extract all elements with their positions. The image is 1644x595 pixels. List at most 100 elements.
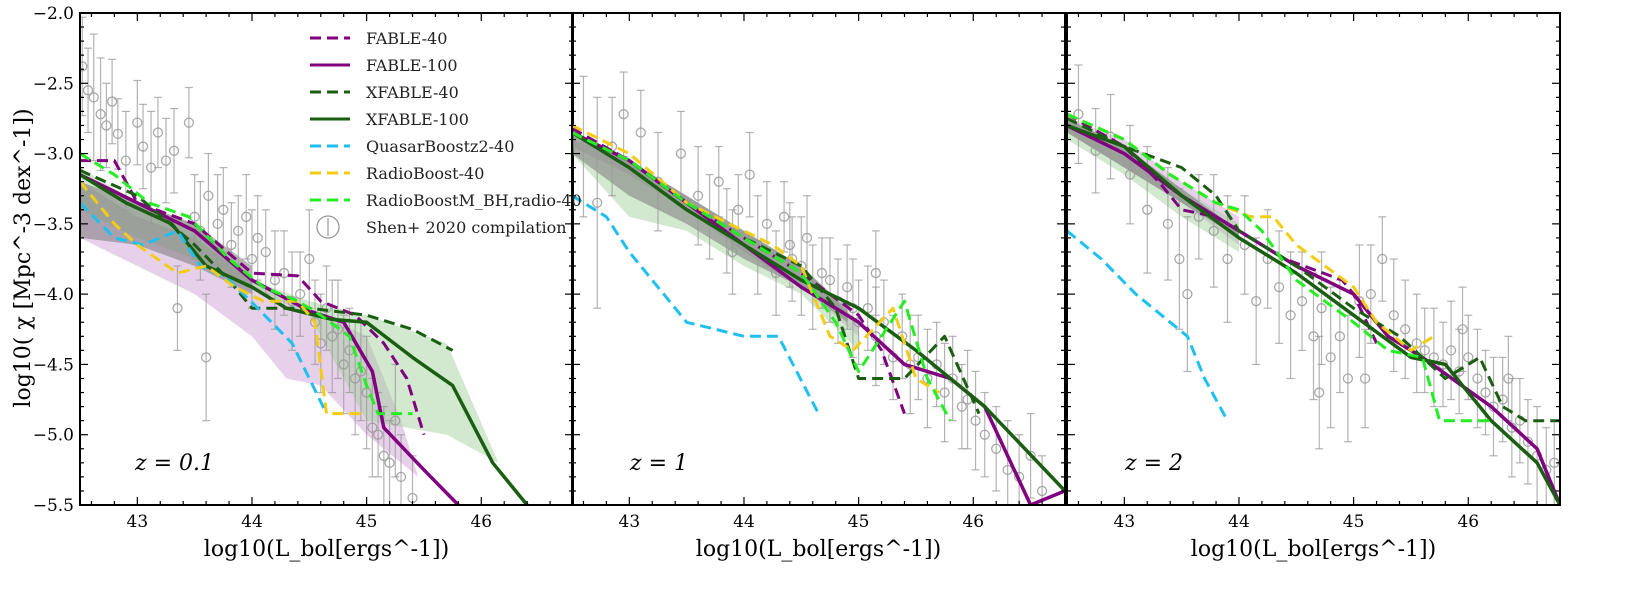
series-line-xfable-40 [1067, 117, 1560, 423]
observation-point [939, 342, 950, 443]
legend-label: XFABLE-40 [366, 83, 459, 102]
observation-point [203, 152, 214, 239]
series-line-xfable-100 [1067, 123, 1560, 505]
observation-point [160, 117, 172, 204]
observation-point [80, 16, 88, 117]
observation-point [1342, 314, 1354, 443]
panels: 43 44 45 46 −2.0 −2.5 −3.0 −3.5 −4.0 −4.5 −5.0 −5.5… [33, 4, 1561, 562]
x-axis-title: log10(L_bol[ergs^-1]) [1191, 537, 1436, 562]
observation-point [82, 47, 94, 134]
x-tick-label: 46 [962, 512, 984, 532]
observation-point [1124, 124, 1136, 225]
x-tick-label: 45 [848, 512, 870, 532]
panel-frame [1066, 12, 1561, 506]
observation-point [1002, 420, 1013, 505]
legend-entry: XFABLE-40 [310, 83, 459, 102]
observation-point [1316, 251, 1327, 366]
observation-point [321, 265, 332, 351]
observation-point [132, 79, 143, 166]
observation-point [1314, 335, 1325, 450]
x-tick-label: 45 [1343, 512, 1365, 532]
observation-point [592, 96, 603, 309]
observation-point [1503, 335, 1514, 422]
observation-point [212, 174, 223, 274]
x-tick-label: 46 [470, 512, 492, 532]
observation-point [1377, 216, 1388, 302]
legend-entry: Shen+ 2020 compilation [316, 215, 567, 239]
x-tick-label: 43 [619, 512, 641, 532]
legend-label: Shen+ 2020 compilation [366, 218, 567, 237]
series-line-xfable-100 [80, 173, 529, 505]
observation-point [95, 57, 106, 172]
observation-point [1359, 328, 1371, 429]
plot-area [572, 71, 1065, 505]
legend-entry: QuasarBoostz2-40 [310, 137, 514, 156]
observation-point [1208, 174, 1219, 288]
legend-label: QuasarBoostz2-40 [366, 137, 514, 156]
observation-point [1073, 64, 1084, 165]
observation-point [106, 58, 118, 145]
series-line-radioboostm-bh-radio-40 [1067, 112, 1492, 423]
observation-point [675, 110, 687, 197]
y-tick-label: −4.0 [33, 285, 74, 305]
observation-point [1251, 237, 1262, 366]
y-tick-label: −2.5 [33, 74, 74, 94]
observation-point [252, 195, 263, 281]
observation-point [796, 216, 807, 316]
legend-label: RadioBoostM_BH,radio-40 [366, 191, 582, 210]
observation-point [168, 107, 180, 194]
legend-label: RadioBoost-40 [366, 164, 484, 183]
observation-point [1174, 188, 1185, 330]
x-axis-title: log10(L_bol[ergs^-1]) [204, 537, 449, 562]
series-line-xfable-40 [80, 169, 454, 352]
observation-point [1090, 107, 1101, 194]
panel-label: z = 1 [629, 451, 688, 476]
observation-point [1193, 174, 1204, 260]
legend-label: FABLE-40 [366, 29, 447, 48]
observation-point [294, 251, 306, 337]
observation-point [327, 279, 338, 394]
panel-3: 43 44 45 46 log10(L_bol[ergs^-1]) z = 2 [1066, 12, 1561, 562]
legend-entry: FABLE-40 [310, 29, 447, 48]
observation-point [200, 293, 212, 422]
observation-point [970, 370, 981, 471]
observation-point [1325, 286, 1336, 429]
observation-point [367, 377, 378, 478]
observation-point [1273, 230, 1285, 344]
legend-label: XFABLE-100 [366, 110, 469, 129]
observation-point [1472, 328, 1483, 429]
y-tick-label: −5.0 [33, 426, 74, 446]
legend-entry: FABLE-100 [310, 56, 458, 75]
y-tick-label: −3.0 [33, 145, 74, 165]
plot-area [80, 16, 529, 505]
observation-point [824, 237, 836, 323]
legend-marker [316, 215, 340, 239]
observation-point [172, 265, 183, 351]
observation-point [260, 209, 271, 295]
observation-point [1388, 258, 1399, 373]
observation-point [962, 349, 973, 450]
observation-point [692, 145, 704, 246]
x-tick-label: 43 [1114, 512, 1136, 532]
observation-point [1428, 307, 1440, 408]
y-tick-label: −4.5 [33, 355, 74, 375]
legend-label: FABLE-100 [366, 56, 458, 75]
observation-point [88, 33, 99, 162]
observation-point [120, 110, 132, 211]
observation-point [112, 98, 123, 170]
legend: FABLE-40 FABLE-100 XFABLE-40 XFABLE-100 Quas… [310, 29, 582, 239]
observation-point [578, 75, 589, 218]
observation-point [241, 174, 252, 260]
observation-point [304, 209, 315, 309]
panel-2: 43 44 45 46 log10(L_bol[ergs^-1]) z = 1 [571, 12, 1066, 562]
series-line-radioboost-40 [1067, 112, 1435, 352]
observation-point [618, 71, 629, 157]
series-line-fable-40 [80, 159, 426, 436]
observation-point [361, 335, 372, 450]
y-axis-title: log10( χ [Mpc^-3 dex^-1]) [11, 108, 36, 407]
series-line-quasarboostz2-40 [572, 194, 820, 415]
observation-point [1400, 279, 1411, 380]
series-line-xfable-100 [572, 131, 1065, 493]
panel-frame [571, 12, 1066, 506]
